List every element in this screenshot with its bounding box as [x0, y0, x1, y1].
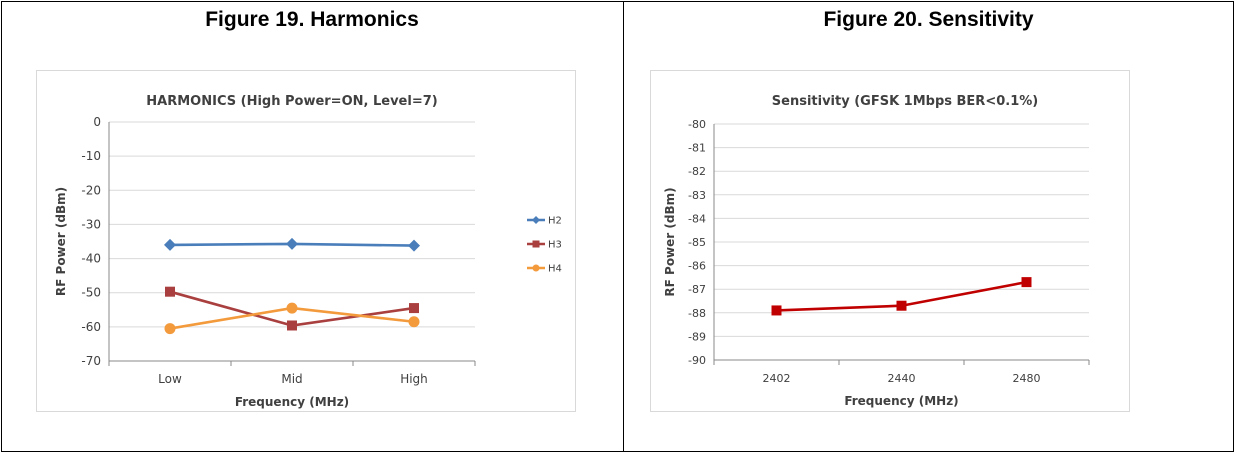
harmonics-h4-point: [164, 323, 176, 335]
harmonics-legend-h4-marker: [532, 264, 540, 272]
figure-19-caption: Figure 19. Harmonics: [205, 8, 419, 31]
harmonics-y-tick-label: -70: [81, 354, 101, 368]
sensitivity-x-tick-label: 2440: [888, 372, 916, 385]
harmonics-legend-h3-marker: [532, 240, 540, 248]
sensitivity-chart: Sensitivity (GFSK 1Mbps BER<0.1%) -80 -81 -…: [663, 94, 1090, 408]
harmonics-legend-h4-label: H4: [548, 264, 562, 275]
sensitivity-y-tick-label: -87: [688, 283, 706, 296]
harmonics-y-axis-label: RF Power (dBm): [54, 187, 68, 296]
harmonics-title: HARMONICS (High Power=ON, Level=7): [146, 94, 437, 109]
sensitivity-y-tick-label: -84: [688, 212, 706, 225]
sensitivity-y-tick-label: -88: [688, 307, 706, 320]
harmonics-x-tick-label: High: [400, 372, 428, 386]
harmonics-h2-point: [408, 239, 420, 252]
sensitivity-x-tick-label: 2402: [763, 372, 791, 385]
harmonics-y-tick-label: -20: [81, 183, 101, 197]
harmonics-h4-point: [408, 316, 420, 328]
sensitivity-y-tick-label: -85: [688, 236, 706, 249]
figure-divider: [623, 1, 624, 452]
harmonics-h3-point: [409, 303, 419, 314]
harmonics-x-tick-label: Mid: [281, 372, 302, 386]
harmonics-chart: HARMONICS (High Power=ON, Level=7) 0 -10 -2…: [54, 94, 562, 409]
sensitivity-y-tick-label: -80: [688, 118, 706, 131]
sensitivity-x-axis-label: Frequency (MHz): [844, 394, 958, 408]
sensitivity-chart-area: Sensitivity (GFSK 1Mbps BER<0.1%) -80 -81 -…: [650, 70, 1130, 412]
figure-20-caption: Figure 20. Sensitivity: [823, 8, 1034, 31]
harmonics-y-tick-label: -10: [81, 149, 101, 163]
sensitivity-y-axis-label: RF Power (dBm): [663, 187, 677, 296]
sensitivity-y-tick-label: -82: [688, 165, 706, 178]
sensitivity-y-tick-label: -86: [688, 260, 706, 273]
harmonics-y-tick-label: -30: [81, 217, 101, 231]
sensitivity-y-tick-label: -90: [688, 354, 706, 367]
harmonics-legend-h3-label: H3: [548, 240, 562, 251]
sensitivity-y-tick-label: -89: [688, 330, 706, 343]
sensitivity-series-point: [896, 300, 907, 311]
harmonics-legend-h2-marker: [532, 216, 540, 224]
sensitivity-y-tick-label: -81: [688, 142, 706, 155]
harmonics-h2-point: [164, 238, 176, 251]
harmonics-y-tick-label: 0: [93, 115, 101, 129]
sensitivity-title: Sensitivity (GFSK 1Mbps BER<0.1%): [772, 94, 1038, 109]
harmonics-y-tick-label: -50: [81, 286, 101, 300]
sensitivity-x-tick-label: 2480: [1013, 372, 1041, 385]
sensitivity-series-point: [771, 305, 782, 316]
harmonics-h3-point: [287, 320, 297, 331]
harmonics-h4-point: [286, 302, 298, 314]
harmonics-h3-point: [165, 286, 175, 297]
harmonics-y-tick-label: -60: [81, 320, 101, 334]
harmonics-y-tick-label: -40: [81, 252, 101, 266]
harmonics-legend-h2-label: H2: [548, 216, 562, 227]
harmonics-chart-area: HARMONICS (High Power=ON, Level=7) 0 -10 -2…: [36, 70, 576, 412]
harmonics-x-tick-label: Low: [158, 372, 182, 386]
sensitivity-y-tick-label: -83: [688, 189, 706, 202]
harmonics-x-axis-label: Frequency (MHz): [235, 395, 349, 409]
harmonics-h2-point: [286, 237, 298, 250]
sensitivity-series-point: [1021, 277, 1032, 288]
